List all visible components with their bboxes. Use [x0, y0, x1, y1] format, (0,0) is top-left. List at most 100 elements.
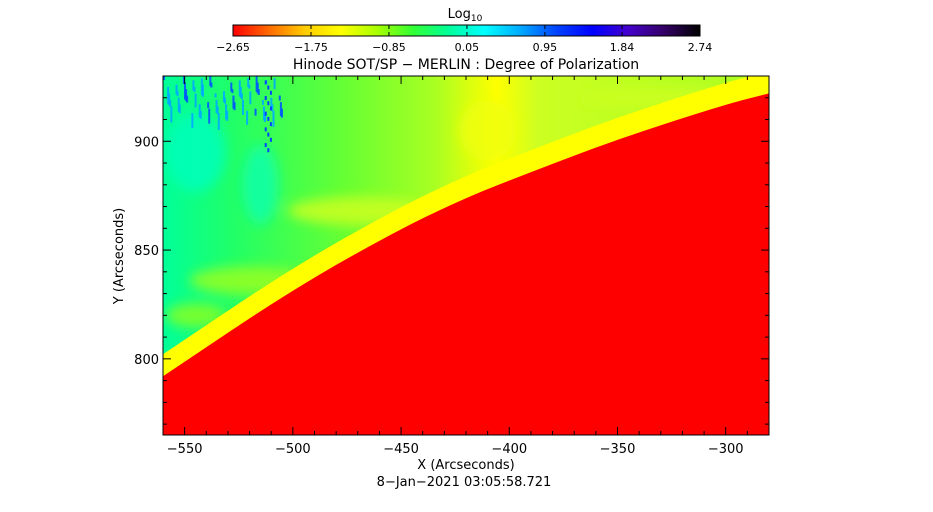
streak	[209, 76, 212, 86]
colorbar-label-sub: 10	[471, 14, 483, 24]
x-tick-label: −300	[708, 442, 744, 457]
streak	[267, 85, 270, 90]
colorbar-tick-label: 1.84	[610, 41, 635, 54]
streak	[198, 104, 201, 118]
footer-timestamp: 8−Jan−2021 03:05:58.721	[377, 475, 552, 490]
streak	[168, 93, 171, 106]
y-axis-label: Y (Arcseconds)	[112, 208, 127, 305]
streak	[226, 110, 229, 121]
streak	[255, 76, 258, 92]
streak	[241, 99, 244, 115]
streak	[278, 95, 281, 101]
colorbar-tick-label: −0.85	[372, 41, 406, 54]
streak	[185, 89, 188, 102]
streak	[269, 90, 272, 95]
streak	[273, 78, 276, 90]
solar-disk	[163, 93, 769, 435]
x-tick-label: −450	[383, 442, 419, 457]
streak	[192, 80, 195, 91]
streak	[214, 93, 217, 98]
streak	[247, 78, 250, 88]
streak	[169, 99, 172, 107]
streak	[240, 93, 243, 100]
streak	[271, 104, 274, 112]
streak	[264, 143, 267, 148]
streak	[238, 80, 241, 97]
y-tick-label: 900	[134, 135, 159, 150]
streak	[231, 89, 234, 94]
streak	[267, 148, 270, 153]
streak	[249, 91, 252, 105]
streak	[239, 86, 242, 98]
streak	[163, 76, 165, 80]
corona-feature	[242, 144, 279, 225]
colorbar-tick-label: 0.95	[533, 41, 558, 54]
x-axis: −550 −500 −450 −400 −350 −300	[162, 76, 770, 457]
streak	[167, 86, 170, 104]
streak	[272, 110, 275, 127]
y-tick-label: 800	[134, 353, 159, 368]
streak	[264, 127, 267, 132]
streak	[215, 99, 218, 113]
streak	[200, 78, 203, 96]
streak	[170, 106, 173, 123]
streak	[216, 106, 219, 115]
x-axis-label: X (Arcseconds)	[417, 458, 514, 473]
streak	[254, 108, 257, 116]
y-tick-label: 850	[134, 244, 159, 259]
streak	[199, 110, 202, 119]
streak	[269, 137, 272, 142]
streak	[233, 102, 236, 111]
plot-area	[163, 76, 769, 435]
streak	[264, 80, 267, 85]
streak	[222, 91, 225, 103]
streak	[217, 112, 220, 130]
streak	[261, 99, 264, 105]
colorbar-label-main: Log	[448, 7, 471, 22]
streak	[178, 104, 181, 114]
streak	[267, 132, 270, 137]
streak	[264, 96, 267, 101]
colorbar-tick-label: 0.05	[455, 41, 480, 54]
streak	[232, 95, 235, 109]
streak	[224, 97, 227, 104]
streak	[248, 84, 251, 89]
streak	[208, 108, 211, 124]
streak	[193, 86, 196, 92]
streak	[230, 82, 233, 92]
streak	[264, 111, 267, 116]
streak	[267, 116, 270, 121]
chart-title: Hinode SOT/SP − MERLIN : Degree of Polar…	[293, 57, 639, 73]
x-tick-label: −500	[275, 442, 311, 457]
corona-feature	[165, 112, 226, 193]
streak	[201, 84, 204, 97]
corona-feature	[459, 100, 516, 161]
colorbar-tick-label: −2.65	[216, 41, 250, 54]
streak	[269, 122, 272, 127]
streak	[182, 76, 185, 84]
colorbar-label: Log10	[448, 7, 483, 24]
streak	[256, 82, 259, 94]
streak	[207, 102, 210, 109]
x-tick-label: −550	[167, 442, 203, 457]
streak	[183, 82, 186, 100]
streak	[257, 89, 260, 96]
streak	[176, 91, 179, 97]
streak	[210, 82, 213, 88]
colorbar-ticks: −2.65 −1.75 −0.85 0.05 0.95 1.84 2.74	[216, 25, 712, 54]
streak-features	[163, 76, 283, 153]
streak	[246, 110, 249, 125]
streak	[194, 93, 197, 108]
streak	[175, 84, 178, 95]
colorbar-tick-label: 2.74	[688, 41, 713, 54]
streak	[279, 102, 282, 117]
streak	[264, 112, 267, 122]
streak	[177, 97, 180, 112]
x-tick-label: −400	[491, 442, 527, 457]
x-tick-label: −350	[600, 442, 636, 457]
streak	[225, 104, 228, 120]
streak	[269, 106, 272, 111]
streak	[267, 101, 270, 106]
colorbar-tick-label: −1.75	[294, 41, 328, 54]
